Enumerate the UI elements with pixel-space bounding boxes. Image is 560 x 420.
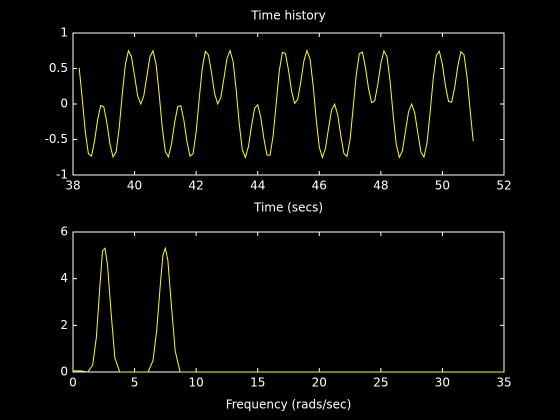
x-tick-label: 42: [189, 179, 204, 193]
x-tick-label: 10: [189, 376, 204, 390]
x-tick-label: 44: [250, 179, 265, 193]
y-tick-label: 4: [60, 271, 68, 285]
x-tick-label: 25: [373, 376, 388, 390]
x-tick-label: 52: [496, 179, 511, 193]
axes-box: [72, 231, 505, 373]
y-tick-label: -1: [56, 168, 68, 182]
y-tick-label: 1: [60, 26, 68, 40]
x-tick-label: 46: [312, 179, 327, 193]
x-axis-label: Frequency (rads/sec): [226, 398, 352, 412]
x-tick-label: 48: [373, 179, 388, 193]
y-tick-label: 0.5: [49, 61, 68, 75]
x-tick-label: 20: [312, 376, 327, 390]
x-tick-label: 0: [69, 376, 77, 390]
chart-title: Time history: [250, 9, 325, 23]
x-tick-label: 5: [131, 376, 139, 390]
axes-box: [72, 32, 505, 176]
y-tick-label: 0: [60, 365, 68, 379]
x-tick-label: 30: [435, 376, 450, 390]
x-tick-label: 15: [250, 376, 265, 390]
x-tick-label: 38: [65, 179, 80, 193]
y-tick-label: 0: [60, 97, 68, 111]
y-tick-label: 6: [60, 225, 68, 239]
x-tick-label: 40: [127, 179, 142, 193]
x-tick-label: 35: [496, 376, 511, 390]
x-tick-label: 50: [435, 179, 450, 193]
x-axis-label: Time (secs): [253, 201, 323, 215]
y-tick-label: -0.5: [45, 132, 68, 146]
data-line: [78, 48, 474, 160]
y-tick-label: 2: [60, 318, 68, 332]
data-line: [73, 246, 504, 373]
